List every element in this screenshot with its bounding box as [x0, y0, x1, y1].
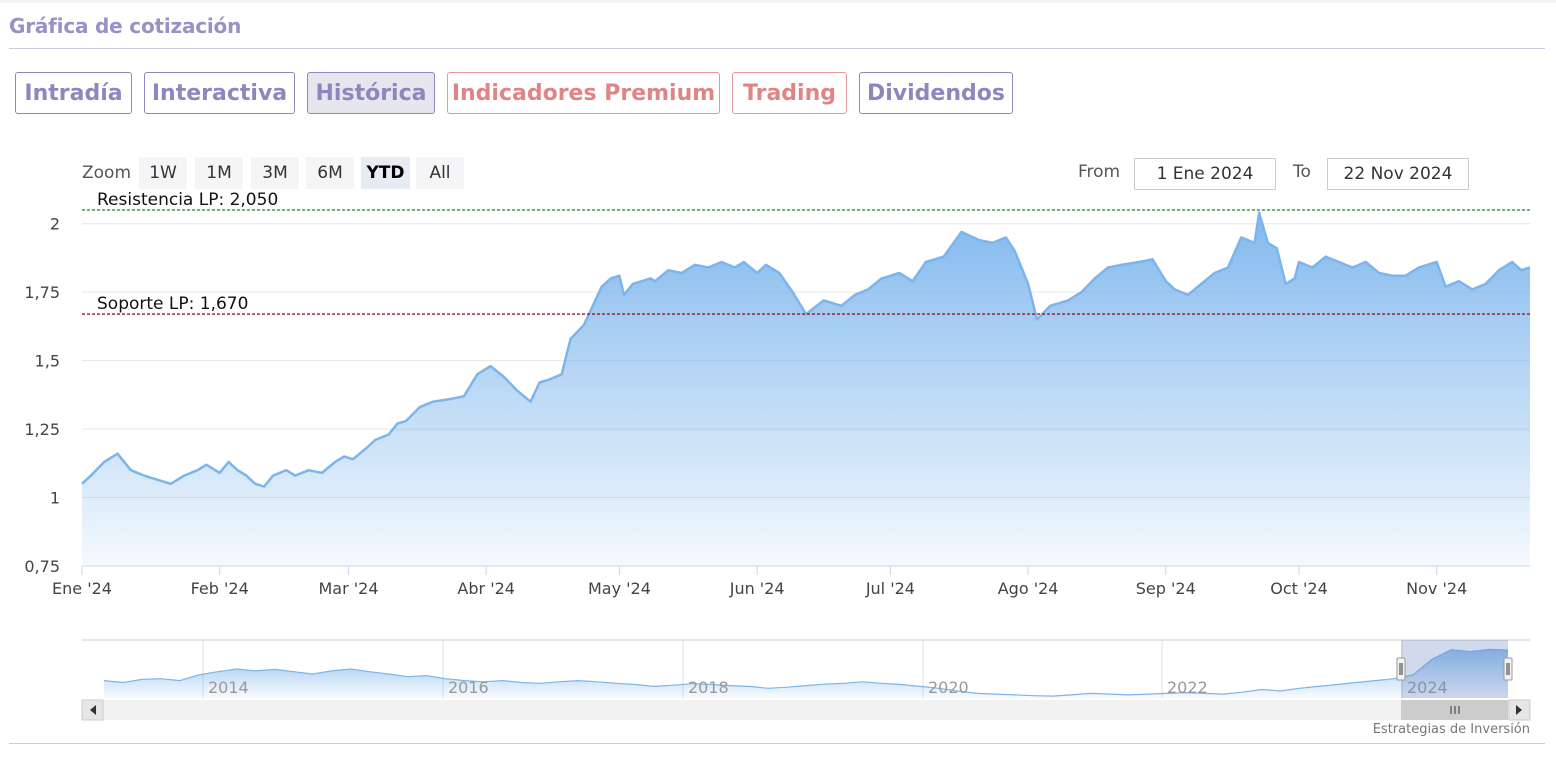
section-title: Gráfica de cotización — [9, 14, 242, 38]
to-date-input[interactable]: 22 Nov 2024 — [1327, 158, 1469, 190]
x-tick-label: Abr '24 — [457, 579, 515, 598]
zoom-button-all[interactable]: All — [416, 157, 464, 189]
y-tick-label: 1,25 — [24, 420, 60, 439]
tab-indicadores-premium[interactable]: Indicadores Premium — [447, 72, 720, 114]
navigator-year-label: 2022 — [1167, 678, 1208, 697]
navigator-year-label: 2018 — [688, 678, 729, 697]
navigator-line — [103, 648, 1509, 697]
title-divider — [9, 48, 1545, 49]
support-label: Soporte LP: 1,670 — [97, 294, 248, 314]
tab-histórica[interactable]: Histórica — [307, 72, 435, 114]
from-date-input[interactable]: 1 Ene 2024 — [1134, 158, 1276, 190]
from-label: From — [1078, 162, 1121, 182]
navigator-area — [104, 649, 1508, 698]
y-tick-label: 1 — [50, 489, 60, 508]
y-tick-label: 2 — [50, 215, 60, 234]
x-tick-label: May '24 — [588, 579, 651, 598]
x-tick-label: Oct '24 — [1270, 579, 1328, 598]
navigator-year-label: 2016 — [448, 678, 489, 697]
scrollbar-track[interactable] — [82, 700, 1530, 720]
top-divider — [0, 0, 1556, 3]
x-tick-label: Ago '24 — [998, 579, 1059, 598]
bottom-divider — [9, 743, 1545, 744]
navigator-selection[interactable] — [1401, 640, 1508, 698]
navigator-year-label: 2024 — [1407, 678, 1448, 697]
price-line — [81, 211, 1531, 488]
x-tick-label: Mar '24 — [318, 579, 378, 598]
chart-credit[interactable]: Estrategias de Inversión — [1372, 722, 1530, 737]
zoom-button-6m[interactable]: 6M — [306, 157, 354, 189]
resistance-label: Resistencia LP: 2,050 — [97, 190, 278, 210]
zoom-button-1w[interactable]: 1W — [139, 157, 187, 189]
x-tick-label: Ene '24 — [52, 579, 112, 598]
tab-intradía[interactable]: Intradía — [15, 72, 132, 114]
to-label: To — [1293, 162, 1311, 182]
y-tick-label: 0,75 — [24, 557, 60, 576]
tab-trading[interactable]: Trading — [732, 72, 847, 114]
arrow-left-icon — [90, 705, 96, 715]
zoom-label: Zoom — [82, 163, 132, 183]
y-tick-label: 1,75 — [24, 283, 60, 302]
y-tick-label: 1,5 — [35, 352, 60, 371]
navigator-year-label: 2014 — [208, 678, 249, 697]
tab-interactiva[interactable]: Interactiva — [144, 72, 295, 114]
x-tick-label: Jul '24 — [865, 579, 915, 598]
price-area — [82, 212, 1530, 566]
zoom-button-1m[interactable]: 1M — [195, 157, 243, 189]
x-tick-label: Nov '24 — [1406, 579, 1467, 598]
x-tick-label: Jun '24 — [729, 579, 785, 598]
arrow-right-icon — [1516, 705, 1522, 715]
navigator-right-handle[interactable] — [1503, 657, 1513, 681]
x-tick-label: Sep '24 — [1136, 579, 1196, 598]
tab-dividendos[interactable]: Dividendos — [859, 72, 1013, 114]
navigator-left-handle[interactable] — [1396, 657, 1406, 681]
zoom-button-ytd[interactable]: YTD — [361, 157, 410, 189]
x-tick-label: Feb '24 — [191, 579, 249, 598]
zoom-button-3m[interactable]: 3M — [251, 157, 299, 189]
navigator-year-label: 2020 — [928, 678, 969, 697]
